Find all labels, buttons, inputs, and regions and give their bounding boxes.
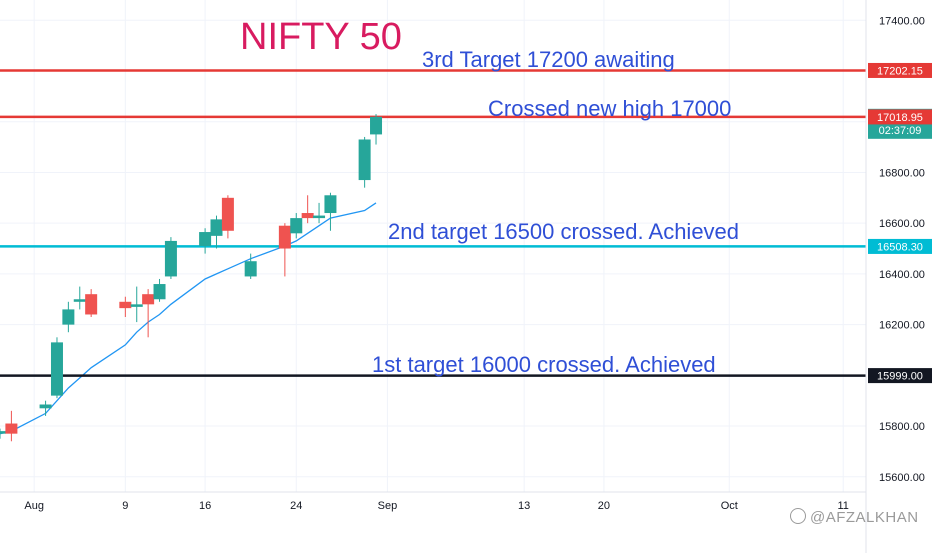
x-tick-label: Oct [721, 500, 738, 512]
watermark-text: @AFZALKHAN [810, 509, 919, 526]
chart-title: NIFTY 50 [240, 16, 402, 58]
candle-body [313, 215, 326, 219]
price-badge-label: 17018.95 [877, 112, 923, 124]
x-tick-label: 20 [598, 500, 610, 512]
candle-body [39, 404, 52, 409]
weibo-icon [790, 508, 806, 524]
candle-body [85, 294, 98, 315]
x-tick-label: 24 [290, 500, 302, 512]
candle-body [290, 218, 303, 234]
moving-average [0, 202, 377, 435]
x-tick-label: 16 [199, 500, 211, 512]
y-tick-label: 15800.00 [879, 421, 925, 433]
watermark: @AFZALKHAN [790, 508, 919, 526]
price-badge-label: 16508.30 [877, 241, 923, 253]
annotation-target2: 2nd target 16500 crossed. Achieved [388, 219, 740, 244]
price-badge-label: 17202.15 [877, 65, 923, 77]
candle-body [73, 299, 86, 302]
candle-body [210, 219, 223, 236]
annotation-new-high: Crossed new high 17000 [488, 96, 732, 121]
candle-body [301, 213, 314, 219]
candle-body [62, 309, 75, 325]
price-badge-label: 15999.00 [877, 371, 923, 383]
annotation-target1: 1st target 16000 crossed. Achieved [372, 352, 716, 377]
x-tick-label: 13 [518, 500, 530, 512]
y-tick-label: 16200.00 [879, 320, 925, 332]
candles [0, 114, 383, 442]
y-tick-label: 15600.00 [879, 472, 925, 484]
ma-line [0, 202, 377, 435]
x-tick-label: Sep [378, 500, 398, 512]
candle-body [5, 423, 18, 434]
time-axis: Aug 9 16 24 Sep 13 20 Oct 11 [24, 500, 849, 512]
price-badge [868, 62, 932, 78]
price-badge [868, 109, 932, 125]
y-tick-label: 16600.00 [879, 218, 925, 230]
candle-body [142, 294, 155, 305]
candle-body [370, 116, 383, 135]
candle-body [50, 342, 63, 396]
candle-body [278, 225, 291, 249]
y-tick-label: 16400.00 [879, 269, 925, 281]
candle-body [153, 284, 166, 300]
candle-body [221, 197, 234, 231]
x-tick-label: 9 [122, 500, 128, 512]
x-tick-label: 11 [837, 500, 848, 512]
candle-body [0, 431, 6, 434]
candle-body [199, 232, 212, 246]
candle-body [130, 304, 143, 307]
y-tick-label: 17400.00 [879, 15, 925, 27]
annotation-target3: 3rd Target 17200 awaiting [422, 47, 675, 72]
level-lines [0, 69, 866, 377]
candle-body [119, 301, 132, 309]
candle-body [244, 261, 257, 277]
price-badge [868, 238, 932, 254]
y-tick-label: 16800.00 [879, 167, 925, 179]
x-tick-label: Aug [24, 500, 44, 512]
candle-body [164, 240, 177, 277]
price-labels: 17202.1517019.4002:37:0917018.9516508.30… [868, 62, 932, 384]
candle-body [358, 139, 371, 181]
candle-body [324, 195, 337, 214]
price-badge [868, 368, 932, 384]
price-badge-countdown: 02:37:09 [879, 125, 922, 137]
